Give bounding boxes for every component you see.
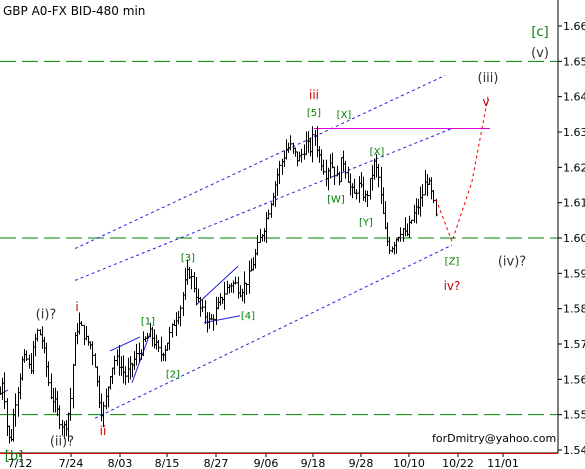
forecast-path xyxy=(435,96,489,244)
trend-line-1 xyxy=(74,128,453,281)
trend-line-4 xyxy=(109,336,141,352)
y-tick-label-10: 1.64 xyxy=(563,91,585,104)
wave-label-18: i xyxy=(75,300,78,314)
plot-area xyxy=(0,0,558,453)
wave-label-16: [2] xyxy=(166,370,180,381)
wave-label-5: [5] xyxy=(307,108,321,119)
wave-label-8: [W] xyxy=(327,195,345,206)
wave-label-12: iv? xyxy=(444,279,461,293)
x-tick-label-7: 9/28 xyxy=(349,457,374,469)
trend-line-2 xyxy=(74,75,446,250)
wave-label-17: (i)? xyxy=(36,308,57,323)
trend-line-6 xyxy=(195,265,239,306)
y-tick-label-4: 1.58 xyxy=(563,303,585,316)
wave-label-9: [Y] xyxy=(359,218,373,229)
wave-label-6: [X] xyxy=(337,110,352,121)
y-tick-label-9: 1.63 xyxy=(563,126,585,139)
wave-label-21: [b] xyxy=(5,449,23,464)
y-tick-label-7: 1.61 xyxy=(563,197,585,210)
y-tick-label-11: 1.65 xyxy=(563,55,585,68)
chart-title: GBP A0-FX BID-480 min xyxy=(3,4,145,18)
x-tick-label-6: 9/18 xyxy=(301,457,326,469)
y-tick-label-8: 1.62 xyxy=(563,161,585,174)
horizontal-levels xyxy=(0,60,558,455)
x-tick-label-10: 11/01 xyxy=(487,457,519,469)
wave-label-13: [3] xyxy=(181,253,195,264)
x-tick-label-4: 8/27 xyxy=(204,457,229,469)
price-bars xyxy=(0,126,438,444)
x-tick-label-5: 9/06 xyxy=(254,457,279,469)
wave-label-0: [c] xyxy=(531,25,548,40)
x-tick-label-3: 8/15 xyxy=(155,457,180,469)
x-axis: 7/12 7/24 8/03 8/15 8/27 9/06 9/18 9/28 10/10 10/… xyxy=(8,453,519,469)
y-tick-label-1: 1.55 xyxy=(563,409,585,422)
y-tick-label-5: 1.59 xyxy=(563,267,585,280)
y-tick-label-3: 1.57 xyxy=(563,338,585,351)
wave-label-7: [X] xyxy=(370,147,385,158)
x-tick-label-0: 7/12 xyxy=(8,457,33,469)
forecast-overlay xyxy=(435,96,489,244)
wave-label-20: ii xyxy=(100,424,107,438)
y-tick-label-6: 1.60 xyxy=(563,232,585,245)
y-axis: 1.54 1.55 1.56 1.57 1.58 1.59 1.60 1.61 1.62 1.63… xyxy=(558,20,585,457)
wave-label-10: [Z] xyxy=(445,256,460,267)
wave-label-2: (iii) xyxy=(478,71,499,86)
wave-label-14: [4] xyxy=(241,311,255,322)
y-tick-label-12: 1.66 xyxy=(563,20,585,33)
y-tick-label-2: 1.56 xyxy=(563,373,585,386)
x-tick-label-2: 8/03 xyxy=(108,457,133,469)
trend-channels xyxy=(0,75,490,419)
trend-line-0 xyxy=(94,244,453,419)
wave-label-1: (v) xyxy=(531,46,549,61)
y-tick-label-0: 1.54 xyxy=(563,444,585,457)
wave-label-11: (iv)? xyxy=(498,255,526,270)
x-tick-label-8: 10/10 xyxy=(393,457,425,469)
wave-label-19: (ii)? xyxy=(50,435,74,450)
x-tick-label-9: 10/22 xyxy=(442,457,474,469)
wave-label-4: iii xyxy=(309,88,319,102)
wave-label-3: v xyxy=(482,95,489,109)
x-tick-label-1: 7/24 xyxy=(59,457,84,469)
footer-email: forDmitry@yahoo.com xyxy=(432,432,556,445)
wave-label-15: [1] xyxy=(141,317,155,328)
